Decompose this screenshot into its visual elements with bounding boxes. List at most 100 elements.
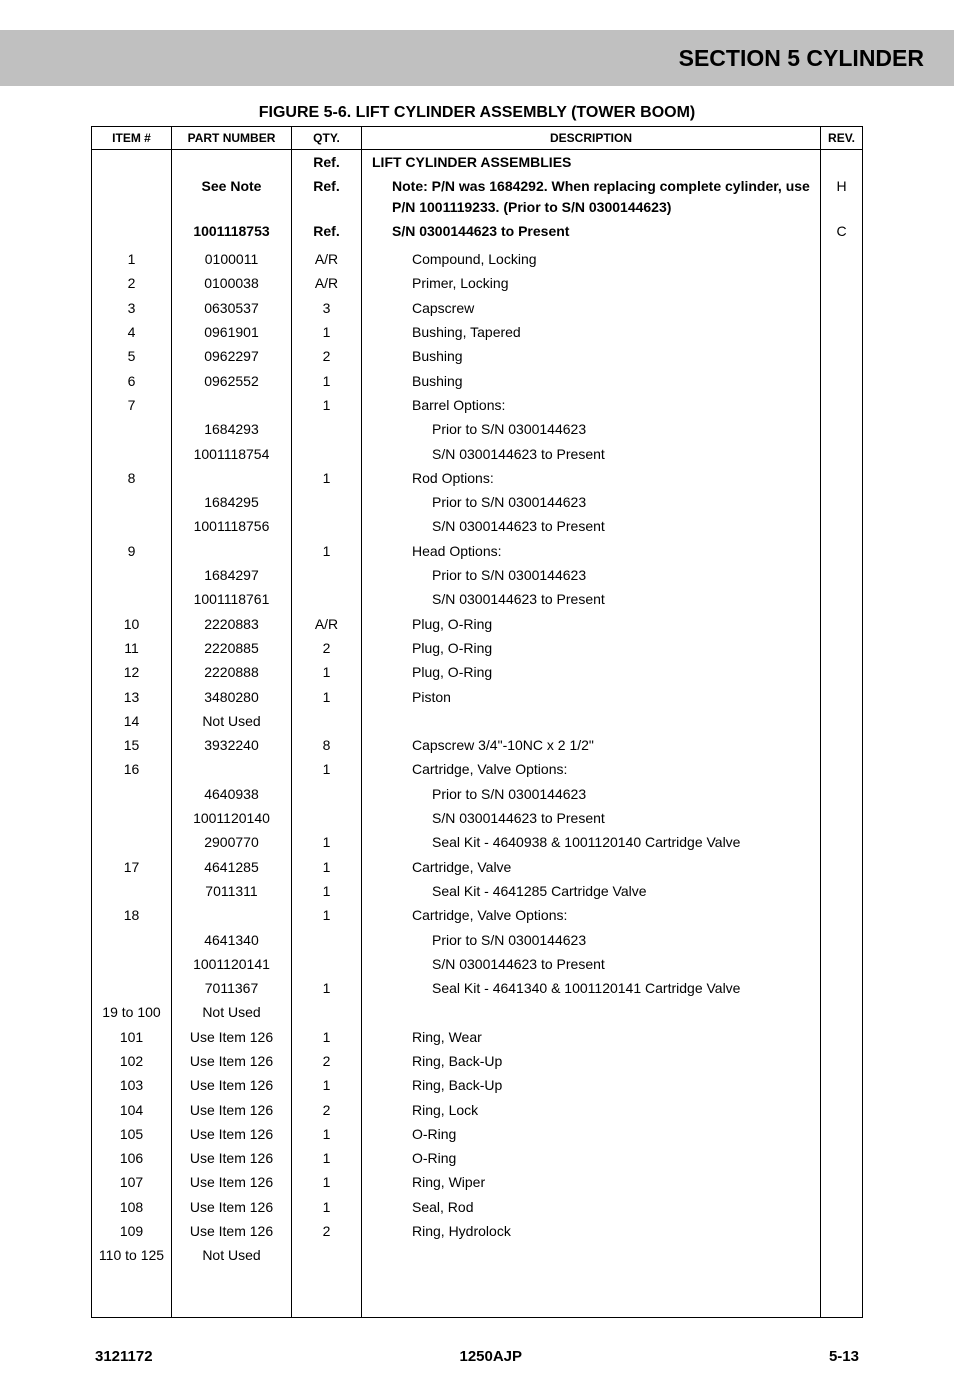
cell-item — [92, 563, 172, 587]
cell-qty: Ref. — [292, 219, 362, 243]
col-part: PART NUMBER — [172, 127, 292, 150]
cell-item — [92, 490, 172, 514]
cell-desc: Ring, Wear — [362, 1025, 821, 1049]
cell-part: Not Used — [172, 1243, 292, 1267]
cell-desc: S/N 0300144623 to Present — [362, 806, 821, 830]
table-row: 106Use Item 1261O-Ring — [92, 1146, 863, 1170]
cell-item — [92, 806, 172, 830]
cell-desc: Seal, Rod — [362, 1195, 821, 1219]
cell-rev — [821, 344, 863, 368]
cell-rev — [821, 296, 863, 320]
cell-part: 0961901 — [172, 320, 292, 344]
cell-qty: 1 — [292, 855, 362, 879]
cell-qty: 1 — [292, 393, 362, 417]
cell-qty: 2 — [292, 1098, 362, 1122]
cell-rev: H — [821, 174, 863, 219]
cell-desc: Cartridge, Valve Options: — [362, 757, 821, 781]
cell-item — [92, 514, 172, 538]
cell-item — [92, 174, 172, 219]
cell-desc: Plug, O-Ring — [362, 612, 821, 636]
cell-rev — [821, 830, 863, 854]
cell-item: 1 — [92, 247, 172, 271]
cell-qty — [292, 952, 362, 976]
cell-qty: 8 — [292, 733, 362, 757]
cell-item — [92, 587, 172, 611]
cell-part: Use Item 126 — [172, 1098, 292, 1122]
cell-qty: A/R — [292, 612, 362, 636]
header-bar: SECTION 5 CYLINDER — [0, 30, 954, 86]
cell-desc: Note: P/N was 1684292. When replacing co… — [362, 174, 821, 219]
table-row: 105Use Item 1261O-Ring — [92, 1122, 863, 1146]
cell-item — [92, 928, 172, 952]
cell-desc: Bushing — [362, 369, 821, 393]
cell-desc: Capscrew — [362, 296, 821, 320]
section-title: SECTION 5 CYLINDER — [679, 45, 924, 72]
col-desc: DESCRIPTION — [362, 127, 821, 150]
cell-part: Not Used — [172, 1000, 292, 1024]
cell-qty: 2 — [292, 1219, 362, 1243]
footer-left: 3121172 — [95, 1348, 153, 1365]
cell-desc: S/N 0300144623 to Present — [362, 219, 821, 243]
table-row: 1001120141S/N 0300144623 to Present — [92, 952, 863, 976]
table-row: 1001118761S/N 0300144623 to Present — [92, 587, 863, 611]
cell-item — [92, 952, 172, 976]
cell-item: 6 — [92, 369, 172, 393]
cell-rev — [821, 1049, 863, 1073]
table-row: 70113671Seal Kit - 4641340 & 1001120141 … — [92, 976, 863, 1000]
table-row: 10100011A/RCompound, Locking — [92, 247, 863, 271]
cell-qty — [292, 782, 362, 806]
cell-desc: Barrel Options: — [362, 393, 821, 417]
cell-qty: 1 — [292, 1122, 362, 1146]
cell-item: 19 to 100 — [92, 1000, 172, 1024]
cell-rev — [821, 466, 863, 490]
cell-rev — [821, 660, 863, 684]
cell-rev: C — [821, 219, 863, 243]
cell-desc: S/N 0300144623 to Present — [362, 442, 821, 466]
table-row: 306305373Capscrew — [92, 296, 863, 320]
cell-item: 106 — [92, 1146, 172, 1170]
cell-rev — [821, 1073, 863, 1097]
cell-part: 0962552 — [172, 369, 292, 393]
cell-rev — [821, 757, 863, 781]
cell-desc: Cartridge, Valve — [362, 855, 821, 879]
cell-desc: Seal Kit - 4641340 & 1001120141 Cartridg… — [362, 976, 821, 1000]
cell-qty: 2 — [292, 1049, 362, 1073]
cell-item: 17 — [92, 855, 172, 879]
cell-item: 2 — [92, 271, 172, 295]
cell-desc: Compound, Locking — [362, 247, 821, 271]
cell-item: 7 — [92, 393, 172, 417]
cell-item — [92, 976, 172, 1000]
cell-qty: 1 — [292, 976, 362, 1000]
cell-qty: 1 — [292, 1025, 362, 1049]
cell-desc: Seal Kit - 4641285 Cartridge Valve — [362, 879, 821, 903]
table-row: 1684295Prior to S/N 0300144623 — [92, 490, 863, 514]
cell-part: 3480280 — [172, 685, 292, 709]
cell-part: 1001118753 — [172, 219, 292, 243]
cell-qty: 1 — [292, 830, 362, 854]
table-row: 181Cartridge, Valve Options: — [92, 903, 863, 927]
figure-title: FIGURE 5-6. LIFT CYLINDER ASSEMBLY (TOWE… — [0, 104, 954, 122]
cell-qty: 1 — [292, 1170, 362, 1194]
cell-item: 104 — [92, 1098, 172, 1122]
cell-rev — [821, 442, 863, 466]
cell-desc: Piston — [362, 685, 821, 709]
cell-item: 4 — [92, 320, 172, 344]
cell-rev — [821, 806, 863, 830]
cell-part: 2220888 — [172, 660, 292, 684]
cell-rev — [821, 1122, 863, 1146]
col-qty: QTY. — [292, 127, 362, 150]
cell-part: 4641285 — [172, 855, 292, 879]
cell-part: See Note — [172, 174, 292, 219]
table-row: 108Use Item 1261Seal, Rod — [92, 1195, 863, 1219]
cell-desc: O-Ring — [362, 1146, 821, 1170]
cell-desc: Capscrew 3/4"-10NC x 2 1/2" — [362, 733, 821, 757]
cell-qty: Ref. — [292, 150, 362, 175]
cell-item — [92, 150, 172, 175]
cell-desc: Plug, O-Ring — [362, 660, 821, 684]
cell-desc: O-Ring — [362, 1122, 821, 1146]
cell-desc: Ring, Hydrolock — [362, 1219, 821, 1243]
cell-desc — [362, 1243, 821, 1267]
cell-rev — [821, 369, 863, 393]
cell-part: 1684293 — [172, 417, 292, 441]
cell-qty — [292, 709, 362, 733]
